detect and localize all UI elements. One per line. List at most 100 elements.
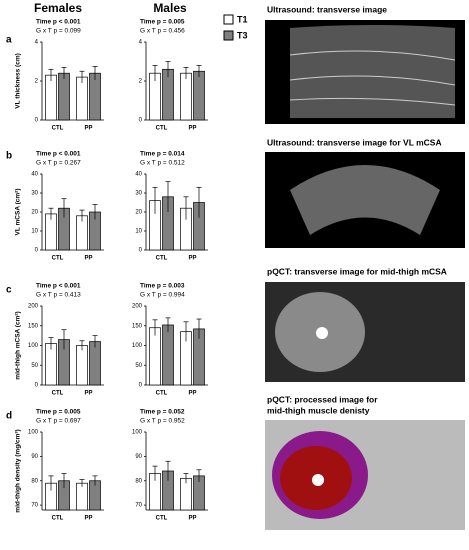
x-tick-label: CTL [156, 126, 168, 132]
bar [76, 76, 88, 121]
y-tick-label: 40 [135, 172, 142, 178]
annotation: Time p = 0.014 [140, 151, 185, 158]
x-tick-label: CTL [156, 516, 168, 522]
annotation: Time p = 0.003 [140, 283, 185, 290]
x-tick-label: PP [188, 391, 196, 397]
y-tick-label: 50 [135, 363, 142, 369]
y-tick-label: 30 [135, 191, 142, 197]
annotation: G x T p = 0.952 [140, 418, 185, 425]
x-tick-label: PP [84, 516, 92, 522]
image-caption: pQCT: processed image for [267, 394, 378, 404]
x-tick-label: PP [84, 391, 92, 397]
annotation: Time p = 0.052 [140, 409, 185, 416]
header: Females [34, 1, 82, 15]
y-tick-label: 100 [28, 430, 39, 436]
y-tick-label: 70 [31, 503, 38, 509]
x-tick-label: PP [84, 256, 92, 262]
y-tick-label: 10 [31, 229, 38, 235]
y-tick-label: 150 [28, 323, 39, 329]
annotation: Time p < 0.001 [36, 151, 81, 158]
y-tick-label: 20 [31, 210, 38, 216]
y-tick-label: 0 [35, 383, 39, 389]
annotation: Time p = 0.005 [140, 19, 185, 26]
panel-letter: b [6, 151, 12, 162]
y-tick-label: 70 [135, 503, 142, 509]
y-tick-label: 0 [35, 118, 39, 124]
y-tick-label: 4 [35, 40, 39, 46]
x-tick-label: CTL [156, 256, 168, 262]
bar [180, 72, 192, 121]
image-caption: Ultrasound: transverse image [267, 4, 387, 14]
y-tick-label: 0 [139, 118, 143, 124]
annotation: Time p = 0.005 [36, 409, 81, 416]
bar [76, 345, 88, 386]
bone [312, 474, 324, 486]
y-axis-label: VL thickness (cm) [15, 53, 22, 109]
y-tick-label: 100 [132, 430, 143, 436]
image-caption: pQCT: transverse image for mid-thigh mCS… [267, 266, 447, 276]
ultrasound-lines [289, 50, 456, 106]
y-tick-label: 150 [132, 323, 143, 329]
bar [45, 343, 57, 386]
y-tick-label: 200 [132, 304, 143, 310]
legend-swatch [223, 14, 234, 25]
annotation: G x T p = 0.413 [36, 292, 81, 299]
y-tick-label: 100 [28, 343, 39, 349]
y-tick-label: 20 [135, 210, 142, 216]
bone [316, 327, 328, 339]
y-tick-label: 0 [139, 248, 143, 254]
x-tick-label: PP [188, 516, 196, 522]
y-tick-label: 2 [35, 79, 39, 85]
x-tick-label: PP [84, 126, 92, 132]
x-tick-label: PP [188, 126, 196, 132]
y-tick-label: 100 [132, 343, 143, 349]
bar [193, 70, 205, 121]
panel-letter: d [6, 411, 12, 422]
y-tick-label: 80 [135, 478, 142, 484]
bar [89, 341, 101, 386]
y-tick-label: 80 [31, 478, 38, 484]
annotation: G x T p = 0.456 [140, 28, 185, 35]
legend-swatch [223, 30, 234, 41]
y-tick-label: 30 [31, 191, 38, 197]
annotation: G x T p = 0.994 [140, 292, 185, 299]
y-tick-label: 40 [31, 172, 38, 178]
image-caption: Ultrasound: transverse image for VL mCSA [267, 137, 442, 147]
annotation: G x T p = 0.697 [36, 418, 81, 425]
y-tick-label: 90 [135, 454, 142, 460]
annotation: G x T p = 0.512 [140, 160, 185, 167]
y-tick-label: 200 [28, 304, 39, 310]
y-tick-label: 0 [35, 248, 39, 254]
annotation: Time p < 0.001 [36, 19, 81, 26]
bar [58, 72, 70, 121]
y-tick-label: 50 [31, 363, 38, 369]
annotation: G x T p = 0.099 [36, 28, 81, 35]
x-tick-label: CTL [156, 391, 168, 397]
image-caption: mid-thigh muscle denisty [267, 405, 370, 415]
ultrasound-tissue [290, 25, 455, 118]
y-tick-label: 4 [139, 40, 143, 46]
y-axis-label: VL mCSA (cm²) [15, 189, 22, 236]
y-axis-label: mid-thigh mCSA (cm²) [15, 311, 22, 379]
bar [45, 74, 57, 121]
x-tick-label: CTL [52, 126, 64, 132]
bar [89, 72, 101, 121]
annotation: Time p < 0.001 [36, 283, 81, 290]
y-tick-label: 10 [135, 229, 142, 235]
legend-label: T3 [237, 30, 248, 40]
x-tick-label: CTL [52, 516, 64, 522]
bar [162, 324, 174, 386]
bar [76, 482, 88, 511]
y-tick-label: 0 [139, 383, 143, 389]
legend-label: T1 [237, 14, 248, 24]
x-tick-label: CTL [52, 256, 64, 262]
header: Males [153, 1, 187, 15]
y-tick-label: 90 [31, 454, 38, 460]
panel-letter: c [6, 285, 12, 296]
y-axis-label: mid-thigh density (mg/cm³) [15, 429, 22, 512]
ultrasound-fan [290, 165, 440, 235]
y-tick-label: 2 [139, 79, 143, 85]
x-tick-label: PP [188, 256, 196, 262]
panel-letter: a [6, 35, 12, 46]
